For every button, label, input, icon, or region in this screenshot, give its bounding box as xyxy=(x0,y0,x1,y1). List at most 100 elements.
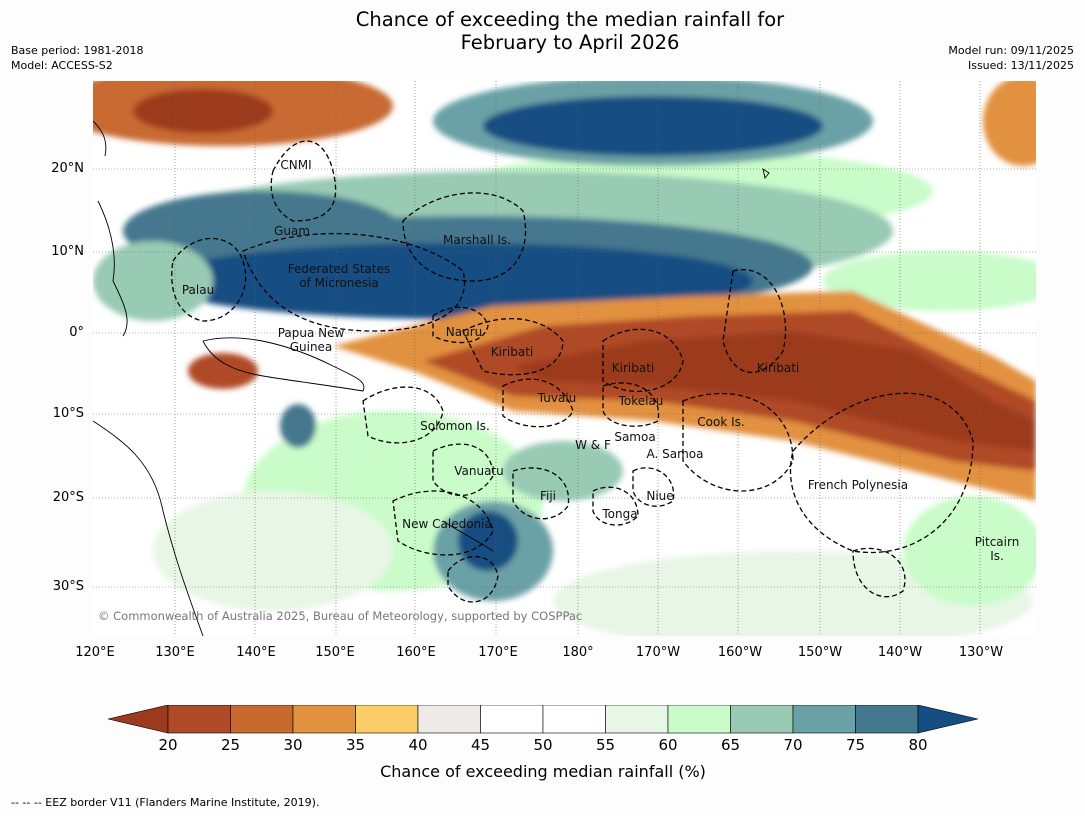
eez-fsm xyxy=(242,232,466,332)
label-kiribati-east: Kiribati xyxy=(756,361,800,375)
model-name: Model: ACCESS-S2 xyxy=(11,59,113,72)
lon-label: 130°W xyxy=(958,645,1004,660)
lat-label: 0° xyxy=(69,325,84,340)
lon-label: 180° xyxy=(562,645,594,660)
eez-tuvalu xyxy=(502,378,574,428)
eez-marshall xyxy=(402,192,527,282)
eez-palau xyxy=(171,238,247,322)
lon-label: 150°E xyxy=(315,645,355,660)
eez-borders xyxy=(171,140,974,603)
colorbar-tick-label: 65 xyxy=(720,736,741,754)
label-wf: W & F xyxy=(575,438,611,452)
label-fiji: Fiji xyxy=(539,489,557,503)
field-wet-philippines xyxy=(93,241,213,321)
colorbar-extend-low xyxy=(108,705,169,734)
lat-label: 10°S xyxy=(52,406,84,421)
label-solomon: Solomon Is. xyxy=(420,419,490,433)
lon-label: 140°W xyxy=(877,645,923,660)
lon-label: 130°E xyxy=(155,645,195,660)
label-pitcairn-line2: Is. xyxy=(990,549,1004,563)
meta-left: Base period: 1981-2018 Model: ACCESS-S2 xyxy=(11,43,143,73)
eez-french-polynesia xyxy=(789,392,974,554)
colorbar-segment xyxy=(167,705,231,734)
colorbar-segment xyxy=(480,705,544,734)
colorbar-segment xyxy=(292,705,356,734)
label-palau: Palau xyxy=(181,283,215,297)
new-caledonia-coast xyxy=(442,520,494,552)
label-kiribati-central: Kiribati xyxy=(611,361,655,375)
colorbar-tick-label: 30 xyxy=(283,736,303,754)
lon-label: 150°W xyxy=(797,645,843,660)
label-fsm-line2: of Micronesia xyxy=(299,276,379,290)
field-dry-png-west xyxy=(188,353,258,389)
colorbar-tick-label: 60 xyxy=(658,736,678,754)
eez-solomon xyxy=(362,386,444,444)
field-wet-south-core xyxy=(458,511,518,571)
copyright-notice: © Commonwealth of Australia 2025, Bureau… xyxy=(98,609,583,623)
australia-coast xyxy=(93,420,204,636)
label-cook: Cook Is. xyxy=(697,415,745,429)
title-line-2: February to April 2026 xyxy=(460,31,680,54)
lat-label: 20°S xyxy=(52,490,84,505)
grid-lines xyxy=(93,81,1036,636)
new-guinea-coast xyxy=(202,337,365,392)
colorbar-tick-label: 80 xyxy=(908,736,928,754)
colorbar-segment xyxy=(355,705,419,734)
field-wet-north-core xyxy=(483,96,823,156)
label-niue: Niue xyxy=(646,489,674,503)
base-period: Base period: 1981-2018 xyxy=(11,44,144,57)
label-new-caledonia: New Caledonia xyxy=(402,517,492,531)
lat-label: 30°S xyxy=(52,579,84,594)
label-american-samoa: A. Samoa xyxy=(646,447,704,461)
colorbar-segment xyxy=(730,705,794,734)
model-run: Model run: 09/11/2025 xyxy=(948,44,1074,57)
field-wet-coral-sea xyxy=(280,404,316,448)
eez-kiribati-west xyxy=(462,318,564,376)
label-pitcairn: Pitcairn Is. xyxy=(975,535,1020,563)
eez-tonga xyxy=(592,486,639,526)
colorbar-segment xyxy=(230,705,294,734)
colorbar xyxy=(108,705,978,734)
field-pale-green xyxy=(153,491,393,611)
coastlines xyxy=(93,120,770,636)
field-dry-northeast xyxy=(983,81,1036,166)
meta-right: Model run: 09/11/2025 Issued: 13/11/2025 xyxy=(948,43,1074,73)
colorbar-tick-label: 55 xyxy=(595,736,616,754)
lat-label: 20°N xyxy=(51,161,84,176)
colorbar-segment xyxy=(605,705,669,734)
lon-label: 170°E xyxy=(478,645,518,660)
lon-label: 160°E xyxy=(396,645,436,660)
hawaii-coast xyxy=(762,168,770,180)
taiwan-coast xyxy=(93,120,107,157)
field-light-green xyxy=(903,496,1036,606)
label-png-line1: Papua New xyxy=(277,326,345,340)
label-french-polynesia: French Polynesia xyxy=(807,478,909,492)
lat-label: 10°N xyxy=(51,244,84,259)
title-line-1: Chance of exceeding the median rainfall … xyxy=(355,8,785,31)
label-png-line2: Guinea xyxy=(289,340,333,354)
colorbar-extend-high xyxy=(917,705,978,734)
colorbar-segment xyxy=(792,705,856,734)
label-samoa: Samoa xyxy=(614,430,656,444)
field-dry-north-core xyxy=(133,89,273,133)
label-marshall: Marshall Is. xyxy=(443,233,511,247)
philippines-coast xyxy=(97,200,128,337)
map-area: © Commonwealth of Australia 2025, Bureau… xyxy=(93,81,1036,636)
label-tokelau: Tokelau xyxy=(618,394,664,408)
eez-tokelau xyxy=(602,382,660,427)
eez-pitcairn xyxy=(852,547,906,598)
issued-date: Issued: 13/11/2025 xyxy=(967,59,1074,72)
colorbar-tick-label: 45 xyxy=(470,736,491,754)
eez-cnmi xyxy=(270,140,337,222)
eez-niue xyxy=(632,467,675,507)
label-fsm-line1: Federated States xyxy=(287,262,391,276)
lon-label: 160°W xyxy=(717,645,763,660)
label-guam: Guam xyxy=(274,224,310,238)
field-wet-band-core xyxy=(153,243,753,319)
label-kiribati-west: Kiribati xyxy=(490,345,534,359)
eez-norfolk xyxy=(447,555,499,603)
rainfall-fields xyxy=(93,81,1036,636)
label-tuvalu: Tuvalu xyxy=(537,391,577,405)
eez-kiribati-east xyxy=(722,269,787,374)
colorbar-tick-label: 20 xyxy=(158,736,178,754)
